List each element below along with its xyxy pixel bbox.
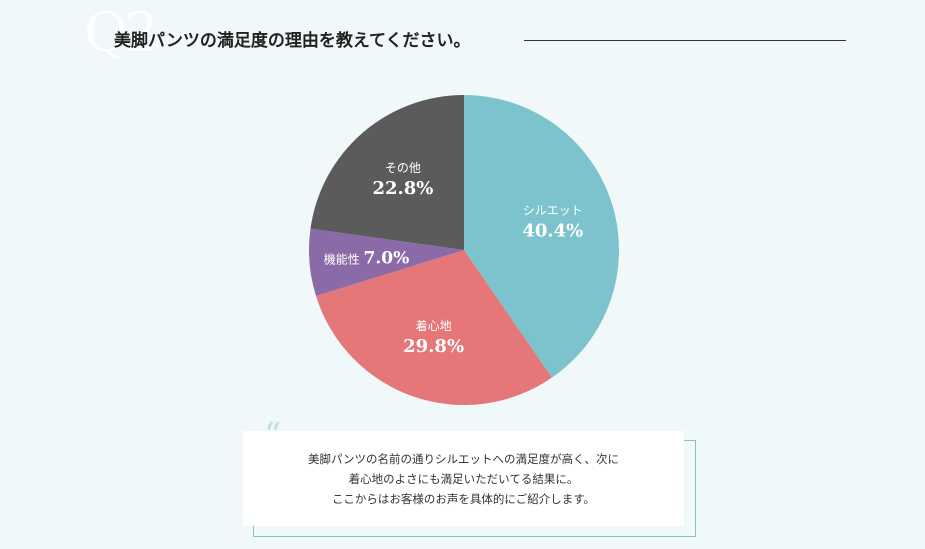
pie-label-1: 着心地 (416, 318, 452, 333)
pie-slice-0 (464, 95, 619, 378)
question-number-badge: Q2 (84, 1, 159, 64)
pie-label-2: 機能性 7.0% (324, 248, 410, 268)
comment-box (243, 431, 684, 526)
comment-text: 美脚パンツの名前の通りシルエットへの満足度が高く、次に 着心地のよさにも満足いた… (243, 449, 684, 509)
pie-value-3: 22.8% (372, 178, 433, 199)
pie-value-1: 29.8% (403, 336, 464, 357)
title-divider (524, 40, 846, 41)
comment-line: ここからはお客様のお声を具体的にご紹介します。 (331, 492, 596, 506)
quote-mark-icon: “ (264, 415, 282, 455)
pie-slice-2 (309, 228, 464, 297)
pie-slice-3 (310, 95, 464, 250)
question-title: 美脚パンツの満足度の理由を教えてください。 (114, 31, 471, 51)
pie-value-0: 40.4% (522, 220, 583, 241)
pie-labels: シルエット 40.4% 着心地 29.8% 機能性 7.0% その他 22.8% (324, 161, 584, 357)
pie-slices (309, 95, 619, 405)
pie-label-3: その他 (385, 161, 421, 175)
pie-slice-1 (315, 250, 552, 405)
comment-line: 着心地のよさにも満足いただいてる結果に。 (348, 472, 579, 486)
comment-line: 美脚パンツの名前の通りシルエットへの満足度が高く、次に (307, 452, 620, 466)
pie-label-0: シルエット (523, 203, 583, 217)
